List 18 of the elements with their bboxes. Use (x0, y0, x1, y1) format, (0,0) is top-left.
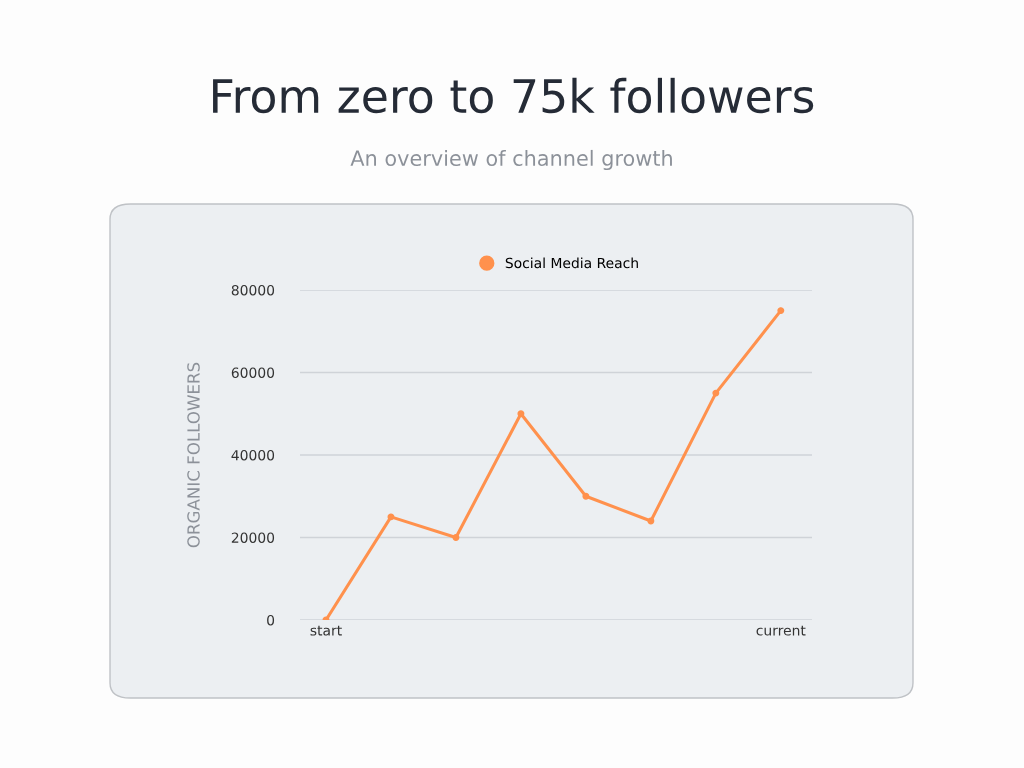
y-tick-label: 80000 (231, 284, 275, 296)
y-tick-label: 40000 (231, 449, 275, 461)
point (647, 517, 655, 525)
chart-subtitle: An overview of channel growth (350, 149, 672, 171)
point (387, 513, 395, 521)
legend-label: Social Media Reach (505, 257, 638, 269)
point (582, 492, 590, 500)
x-tick-label: current (756, 625, 806, 636)
point (712, 389, 720, 397)
y-tick-label: 0 (267, 614, 275, 626)
point (777, 307, 785, 315)
x-tick-label: start (310, 625, 342, 636)
point (452, 534, 460, 541)
y-axis-title: ORGANIC FOLLOWERS (187, 362, 200, 548)
y-tick-label: 60000 (231, 367, 275, 378)
point (517, 410, 525, 418)
chart-title: From zero to 75k followers (213, 77, 814, 114)
y-tick-label: 20000 (231, 532, 275, 543)
